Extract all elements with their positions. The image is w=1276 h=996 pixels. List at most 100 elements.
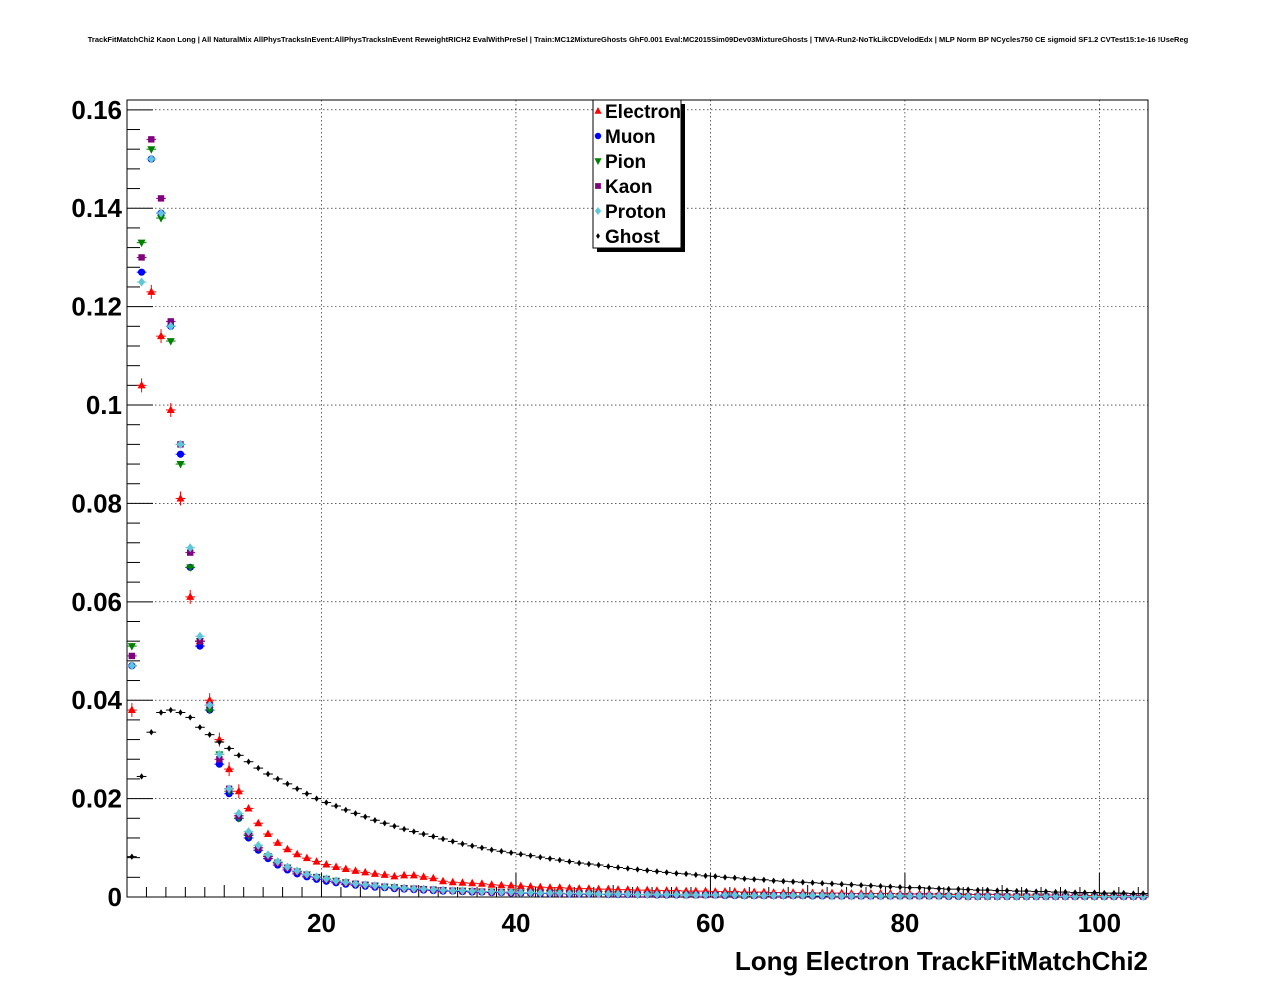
- ghost-point: [178, 709, 183, 716]
- electron-point: [205, 695, 214, 704]
- ghost-point: [635, 866, 640, 873]
- data-points: [127, 136, 1148, 902]
- ghost-point: [1014, 887, 1019, 895]
- proton-point: [196, 631, 204, 641]
- electron-point: [448, 877, 457, 886]
- ghost-point: [547, 855, 553, 862]
- electron-point: [526, 882, 535, 890]
- ghost-point: [363, 813, 368, 821]
- proton-point: [342, 877, 350, 887]
- electron-point: [497, 880, 506, 889]
- y-tick-label: 0.02: [71, 784, 122, 814]
- electron-point: [157, 331, 166, 340]
- ghost-point: [985, 886, 990, 894]
- electron-point: [370, 869, 379, 877]
- proton-point: [750, 891, 758, 901]
- ghost-point: [129, 853, 135, 860]
- proton-point: [527, 888, 535, 898]
- pion-point: [157, 215, 166, 223]
- ghost-point: [1131, 890, 1136, 897]
- ghost-point: [1024, 887, 1029, 895]
- ghost-point: [304, 790, 310, 797]
- ghost-point: [1033, 888, 1039, 895]
- proton-point: [478, 887, 486, 897]
- proton-point: [449, 886, 457, 896]
- proton-point: [468, 886, 476, 896]
- proton-point: [361, 880, 369, 890]
- proton-point: [818, 891, 826, 901]
- ghost-point: [897, 883, 903, 891]
- chart-title: TrackFitMatchChi2 Kaon Long | All Natura…: [88, 35, 1189, 44]
- electron-point: [176, 494, 185, 502]
- ghost-point: [965, 886, 971, 893]
- proton-point: [760, 891, 768, 901]
- proton-point: [176, 439, 184, 449]
- kaon-point: [187, 549, 194, 556]
- electron-point: [458, 878, 467, 886]
- y-tick-label: 0.14: [71, 193, 122, 223]
- pion-point: [137, 239, 146, 248]
- ghost-point: [732, 874, 737, 882]
- legend-marker-electron: [594, 106, 602, 114]
- proton-point: [138, 277, 146, 287]
- y-tick-label: 0.1: [86, 390, 122, 420]
- ghost-point: [820, 880, 825, 887]
- muon-point: [176, 450, 185, 458]
- electron-point: [302, 853, 311, 862]
- ghost-point: [664, 869, 669, 876]
- ghost-point: [489, 846, 494, 853]
- y-tick-label: 0: [108, 882, 122, 912]
- proton-point: [381, 882, 389, 892]
- electron-point: [643, 885, 652, 894]
- electron-point: [409, 870, 418, 879]
- ghost-point: [645, 867, 650, 874]
- kaon-point: [167, 318, 174, 325]
- proton-point: [536, 888, 544, 898]
- y-tick-label: 0.12: [71, 292, 122, 322]
- legend-marker-kaon: [595, 183, 601, 189]
- ghost-point: [1140, 890, 1146, 897]
- ghost-point: [207, 731, 212, 738]
- electron-point: [254, 818, 263, 827]
- proton-point: [954, 891, 962, 901]
- proton-point: [993, 892, 1001, 902]
- proton-point: [1042, 892, 1050, 902]
- proton-point: [147, 154, 155, 164]
- proton-point: [215, 749, 223, 759]
- ghost-point: [683, 870, 689, 878]
- ghost-point: [499, 848, 504, 855]
- proton-point: [585, 889, 593, 899]
- ghost-point: [265, 770, 271, 778]
- proton-point: [303, 869, 311, 879]
- proton-point: [692, 890, 700, 900]
- ghost-point: [956, 885, 961, 893]
- electron-point: [516, 881, 525, 890]
- proton-point: [322, 874, 330, 884]
- ghost-point: [693, 871, 699, 879]
- proton-point: [1061, 892, 1069, 902]
- ghost-point: [479, 844, 485, 852]
- pion-point: [166, 338, 175, 346]
- electron-point: [594, 884, 603, 893]
- proton-point: [595, 889, 603, 899]
- electron-point: [263, 829, 272, 838]
- electron-point: [351, 866, 360, 874]
- electron-point: [234, 786, 243, 795]
- ghost-point: [1121, 889, 1126, 897]
- ghost-point: [528, 852, 533, 859]
- pion-point: [127, 643, 136, 651]
- ghost-point: [713, 873, 718, 880]
- electron-point: [419, 872, 428, 880]
- electron-point: [341, 864, 350, 872]
- proton-point: [1013, 892, 1021, 902]
- kaon-point: [157, 195, 165, 202]
- electron-point: [361, 867, 370, 876]
- electron-point: [536, 882, 545, 891]
- electron-point: [225, 764, 234, 773]
- electron-point: [584, 884, 593, 892]
- proton-point: [877, 891, 885, 901]
- electron-point: [186, 592, 195, 600]
- ghost-point: [188, 714, 193, 721]
- muon-point: [137, 268, 146, 276]
- ghost-point: [761, 876, 767, 883]
